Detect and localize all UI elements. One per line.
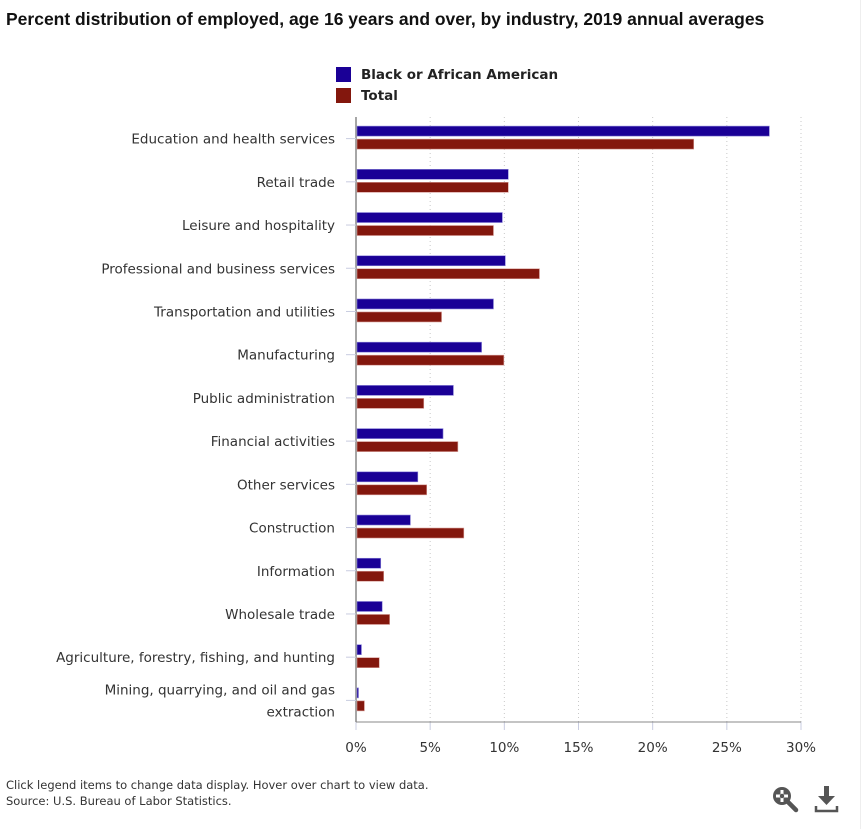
category-label: Other services bbox=[237, 477, 335, 493]
bar-black[interactable] bbox=[356, 687, 359, 699]
legend-swatch-total bbox=[336, 88, 351, 103]
category-label: Wholesale trade bbox=[225, 607, 335, 623]
bar-black[interactable] bbox=[356, 428, 444, 439]
x-tick-label: 20% bbox=[638, 740, 668, 756]
category-label: Agriculture, forestry, fishing, and hunt… bbox=[56, 650, 335, 666]
x-tick-label: 10% bbox=[489, 740, 519, 756]
x-tick-label: 30% bbox=[786, 740, 816, 756]
bar-black[interactable] bbox=[356, 212, 503, 223]
x-tick-label: 15% bbox=[563, 740, 593, 756]
x-tick-label: 5% bbox=[419, 740, 441, 756]
bar-black[interactable] bbox=[356, 255, 506, 267]
bar-total[interactable] bbox=[356, 268, 540, 280]
chart-title: Percent distribution of employed, age 16… bbox=[6, 9, 765, 29]
legend-swatch-black bbox=[336, 67, 351, 82]
bar-black[interactable] bbox=[356, 601, 383, 612]
zoom-button[interactable] bbox=[770, 784, 800, 814]
bar-black[interactable] bbox=[356, 385, 454, 396]
legend-item-total[interactable]: Total bbox=[336, 85, 558, 106]
category-label: Manufacturing bbox=[237, 348, 335, 364]
legend-label-total: Total bbox=[361, 87, 398, 104]
bar-total[interactable] bbox=[356, 527, 465, 539]
chart-footer: Click legend items to change data displa… bbox=[6, 777, 429, 809]
bar-black[interactable] bbox=[356, 341, 482, 353]
bar-black[interactable] bbox=[356, 125, 770, 137]
legend: Black or African American Total bbox=[336, 64, 558, 106]
footer-source: Source: U.S. Bureau of Labor Statistics. bbox=[6, 794, 232, 808]
bar-total[interactable] bbox=[356, 657, 380, 668]
category-label: Retail trade bbox=[257, 175, 335, 191]
bar-total[interactable] bbox=[356, 138, 695, 150]
legend-item-black[interactable]: Black or African American bbox=[336, 64, 558, 85]
zoom-magnifier-icon bbox=[773, 787, 799, 813]
bar-total[interactable] bbox=[356, 570, 385, 582]
download-icon bbox=[814, 786, 839, 813]
x-tick-label: 25% bbox=[712, 740, 742, 756]
category-label: Financial activities bbox=[211, 434, 335, 450]
category-label: Mining, quarrying, and oil and gas extrac… bbox=[105, 682, 335, 720]
category-label: Leisure and hospitality bbox=[182, 218, 335, 234]
bar-black[interactable] bbox=[356, 169, 509, 180]
bar-total[interactable] bbox=[356, 398, 425, 409]
bar-total[interactable] bbox=[356, 614, 390, 625]
x-tick-label: 0% bbox=[345, 740, 367, 756]
bar-total[interactable] bbox=[356, 354, 505, 366]
bar-black[interactable] bbox=[356, 514, 411, 526]
bar-black[interactable] bbox=[356, 644, 362, 655]
bar-black[interactable] bbox=[356, 471, 419, 483]
category-label-line: extraction bbox=[267, 704, 335, 720]
bar-total[interactable] bbox=[356, 225, 494, 236]
bar-total[interactable] bbox=[356, 311, 442, 323]
category-label: Information bbox=[257, 564, 335, 580]
bar-chart[interactable]: 0% 5% 10% 15% 20% 25% 30% Education and health … bbox=[0, 0, 868, 770]
bar-total[interactable] bbox=[356, 441, 459, 452]
category-label-line: Mining, quarrying, and oil and gas bbox=[105, 682, 335, 698]
panel-border bbox=[860, 0, 861, 829]
bar-black[interactable] bbox=[356, 557, 382, 569]
bar-black[interactable] bbox=[356, 298, 494, 310]
footer-note: Click legend items to change data displa… bbox=[6, 778, 429, 792]
download-button[interactable] bbox=[812, 784, 842, 814]
category-label: Construction bbox=[249, 521, 335, 537]
bar-total[interactable] bbox=[356, 484, 428, 496]
category-label: Professional and business services bbox=[101, 261, 335, 277]
category-label: Public administration bbox=[193, 391, 335, 407]
bar-total[interactable] bbox=[356, 700, 365, 712]
legend-label-black: Black or African American bbox=[361, 66, 559, 83]
category-label: Education and health services bbox=[131, 132, 335, 148]
category-label: Transportation and utilities bbox=[153, 304, 335, 320]
bar-total[interactable] bbox=[356, 182, 509, 193]
